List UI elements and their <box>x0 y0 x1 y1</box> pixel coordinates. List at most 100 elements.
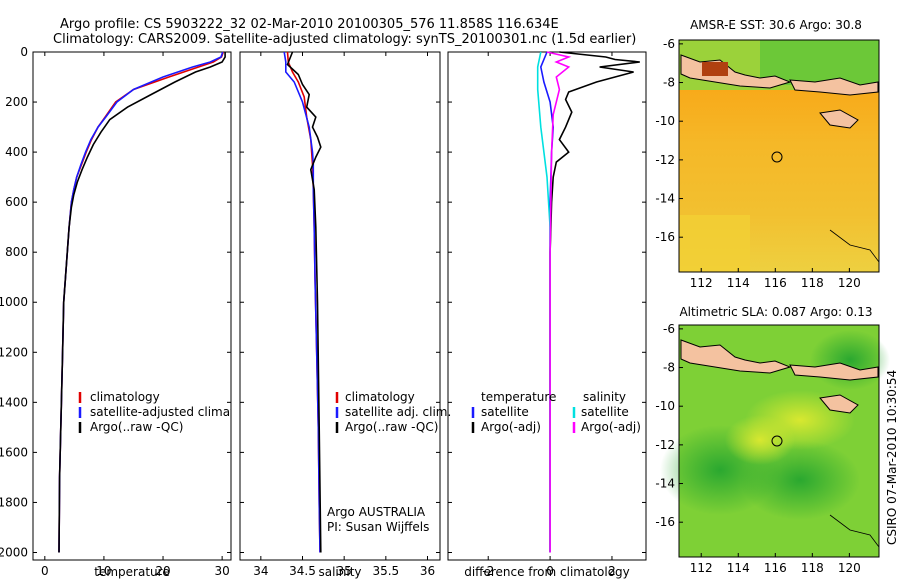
sst-map-title: AMSR-E SST: 30.6 Argo: 30.8 <box>690 18 862 32</box>
temperature-series-1 <box>58 51 224 553</box>
temperature-xtick-label: 10 <box>96 564 111 578</box>
sla-map-title: Altimetric SLA: 0.087 Argo: 0.13 <box>679 305 872 319</box>
difference-series-1 <box>549 51 640 553</box>
sla_map-lat-label: -6 <box>663 322 675 336</box>
sla-map-argo-marker <box>771 435 783 447</box>
sla_map-lon-label: 118 <box>801 561 824 575</box>
difference-xlabel: difference from climatology <box>464 565 630 579</box>
temperature-series-0 <box>58 51 225 553</box>
depth-tick-label: 800 <box>5 245 28 259</box>
sst_map-lon-label: 118 <box>801 276 824 290</box>
sst_map-lon-label: 116 <box>764 276 787 290</box>
difference-legend-label: satellite <box>481 405 529 419</box>
difference-legend-label: Argo(-adj) <box>481 420 541 434</box>
temperature-plot-frame <box>32 51 232 561</box>
sla-map-island-nusa <box>789 362 879 381</box>
difference-xtick-label: 0 <box>546 564 554 578</box>
salinity-xtick-label: 34.5 <box>289 564 316 578</box>
depth-tick-label: 1600 <box>0 445 28 459</box>
depth-tick-label: 1000 <box>0 295 28 309</box>
difference-legend-label: satellite <box>581 405 629 419</box>
sst_map-lat-label: -8 <box>663 76 675 90</box>
sst-map-frame <box>678 39 880 273</box>
side-timestamp-label: CSIRO 07-Mar-2010 10:30:54 <box>885 370 899 545</box>
sla-map-panel: Altimetric SLA: 0.087 Argo: 0.13 112 114 1… <box>655 305 890 575</box>
depth-tick-label: 1200 <box>0 345 28 359</box>
figure-title-line2: Climatology: CARS2009. Satellite-adjuste… <box>53 32 636 47</box>
salinity-xtick-label: 34 <box>253 564 268 578</box>
sst-map-warm-spot <box>702 62 728 76</box>
temperature-panel: 0 10 20 30 0 200 400 600 800 1000 1200 1400 1600 1800… <box>0 45 268 579</box>
sst_map-lat-label: -10 <box>655 114 675 128</box>
depth-tick-label: 0 <box>20 45 28 59</box>
sla_map-lat-label: -10 <box>655 399 675 413</box>
sla-map-low-3 <box>810 330 890 390</box>
sla_map-lon-label: 114 <box>727 561 750 575</box>
depth-tick-label: 600 <box>5 195 28 209</box>
temperature-legend-label: Argo(..raw -QC) <box>90 420 183 434</box>
depth-tick-label: 200 <box>5 95 28 109</box>
sla_map-lat-label: -8 <box>663 361 675 375</box>
difference-series-3 <box>546 51 572 553</box>
salinity-series-2 <box>286 51 322 553</box>
sla_map-lon-label: 112 <box>690 561 713 575</box>
sst_map-lat-label: -16 <box>655 230 675 244</box>
salinity-legend-label: satellite adj. clim. <box>345 405 451 419</box>
sla_map-lon-label: 116 <box>764 561 787 575</box>
sla-map-coastline-south <box>829 514 880 548</box>
sst-map-panel: AMSR-E SST: 30.6 Argo: 30.8 112 114 116 118… <box>655 18 880 290</box>
sst-map-island-sumba <box>819 109 859 129</box>
temperature-series-2 <box>58 52 226 553</box>
difference-legend-label: Argo(-adj) <box>581 420 641 434</box>
salinity-xtick-label: 35.5 <box>372 564 399 578</box>
sst_map-lat-label: -6 <box>663 37 675 51</box>
difference-xtick-label: 2 <box>608 564 616 578</box>
sla_map-lat-label: -14 <box>655 477 675 491</box>
salinity-legend-label: Argo(..raw -QC) <box>345 420 438 434</box>
depth-tick-label: 2000 <box>0 545 28 559</box>
depth-tick-label: 1800 <box>0 495 28 509</box>
difference-xtick-label: -2 <box>482 564 494 578</box>
difference-series-2 <box>536 51 551 553</box>
difference-legend-heading: temperature <box>481 390 556 404</box>
sla_map-lat-label: -12 <box>655 438 675 452</box>
sla-map-frame <box>678 324 880 558</box>
salinity-panel: 34 34.5 35 35.5 36 salinity climatologysatelli… <box>239 51 451 579</box>
salinity-xlabel: salinity <box>318 565 361 579</box>
temperature-xtick-label: 0 <box>41 564 49 578</box>
depth-tick-label: 1400 <box>0 395 28 409</box>
temperature-xtick-label: 20 <box>155 564 170 578</box>
salinity-legend-label: climatology <box>345 390 415 404</box>
sst_map-lon-label: 112 <box>690 276 713 290</box>
figure-title-line1: Argo profile: CS 5903222_32 02-Mar-2010 … <box>60 17 559 32</box>
salinity-annotation: Argo AUSTRALIA <box>327 505 426 519</box>
temperature-legend-label: climatology <box>90 390 160 404</box>
salinity-series-1 <box>283 51 321 553</box>
temperature-xtick-label: 30 <box>214 564 229 578</box>
sla-map-island-java <box>680 339 792 374</box>
depth-tick-label: 400 <box>5 145 28 159</box>
temperature-xlabel: temperature <box>94 565 169 579</box>
sst-map-island-nusa <box>789 77 879 96</box>
sst_map-lat-label: -14 <box>655 192 675 206</box>
sla_map-lon-label: 120 <box>838 561 861 575</box>
difference-plot-frame <box>447 51 647 561</box>
sst-map-argo-marker <box>771 151 783 163</box>
sla-map-high-2 <box>725 415 795 465</box>
salinity-annotation: PI: Susan Wijffels <box>327 520 429 534</box>
sst_map-lon-label: 120 <box>838 276 861 290</box>
sla-map-island-sumba <box>819 394 859 414</box>
sst_map-lon-label: 114 <box>727 276 750 290</box>
temperature-legend-label: satellite-adjusted climatology <box>90 405 268 419</box>
sla_map-lat-label: -16 <box>655 515 675 529</box>
salinity-xtick-label: 35 <box>337 564 352 578</box>
salinity-plot-frame <box>239 51 441 561</box>
sst-map-coastline-south <box>829 229 880 263</box>
sst-map-cool-patch <box>680 215 750 271</box>
difference-legend-heading: salinity <box>583 390 626 404</box>
sst_map-lat-label: -12 <box>655 153 675 167</box>
salinity-xtick-label: 36 <box>420 564 435 578</box>
